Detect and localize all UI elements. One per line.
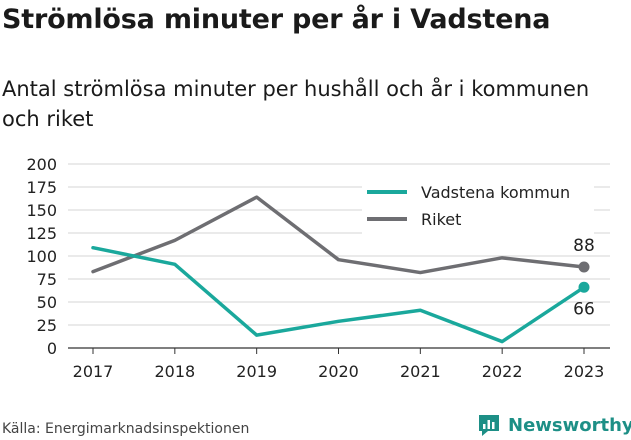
series-lines (91, 195, 590, 344)
legend-box (362, 178, 594, 234)
grid-lines (68, 163, 610, 349)
y-tick-label: 0 (47, 339, 57, 358)
y-tick-label: 200 (26, 155, 57, 174)
x-axis: 2017 2018 2019 2020 2021 2022 2023 (73, 348, 605, 381)
legend: Vadstena kommun Riket (362, 178, 594, 234)
end-labels: 66 88 (573, 236, 595, 319)
y-tick-label: 175 (26, 178, 57, 197)
x-tick-label: 2018 (154, 362, 195, 381)
chart-subtitle: Antal strömlösa minuter per hushåll och … (2, 77, 590, 131)
chart-title: Strömlösa minuter per år i Vadstena (2, 4, 551, 35)
x-tick-label: 2017 (73, 362, 114, 381)
x-tick-label: 2022 (482, 362, 523, 381)
brand-logo: Newsworthy (476, 410, 631, 440)
legend-label-1: Riket (421, 210, 461, 229)
series-end-point-0 (578, 281, 590, 293)
x-tick-label: 2023 (564, 362, 605, 381)
y-tick-label: 75 (37, 270, 57, 289)
x-tick-label: 2020 (318, 362, 359, 381)
series-line-0 (91, 245, 586, 344)
y-tick-label: 50 (37, 293, 57, 312)
x-tick-label: 2019 (236, 362, 277, 381)
y-tick-label: 125 (26, 224, 57, 243)
y-tick-label: 150 (26, 201, 57, 220)
source-note: Källa: Energimarknadsinspektionen (2, 421, 250, 437)
legend-label-0: Vadstena kommun (421, 183, 570, 202)
series-line-1 (91, 195, 586, 275)
y-tick-label: 25 (37, 316, 57, 335)
series-end-point-1 (578, 261, 590, 273)
newsworthy-logo-icon (479, 415, 499, 436)
end-label-0: 66 (573, 299, 595, 319)
x-tick-label: 2021 (400, 362, 441, 381)
y-axis: 0 25 50 75 100 125 150 175 200 (26, 155, 57, 358)
brand-name: Newsworthy (508, 414, 631, 436)
y-tick-label: 100 (26, 247, 57, 266)
end-label-1: 88 (573, 236, 595, 256)
